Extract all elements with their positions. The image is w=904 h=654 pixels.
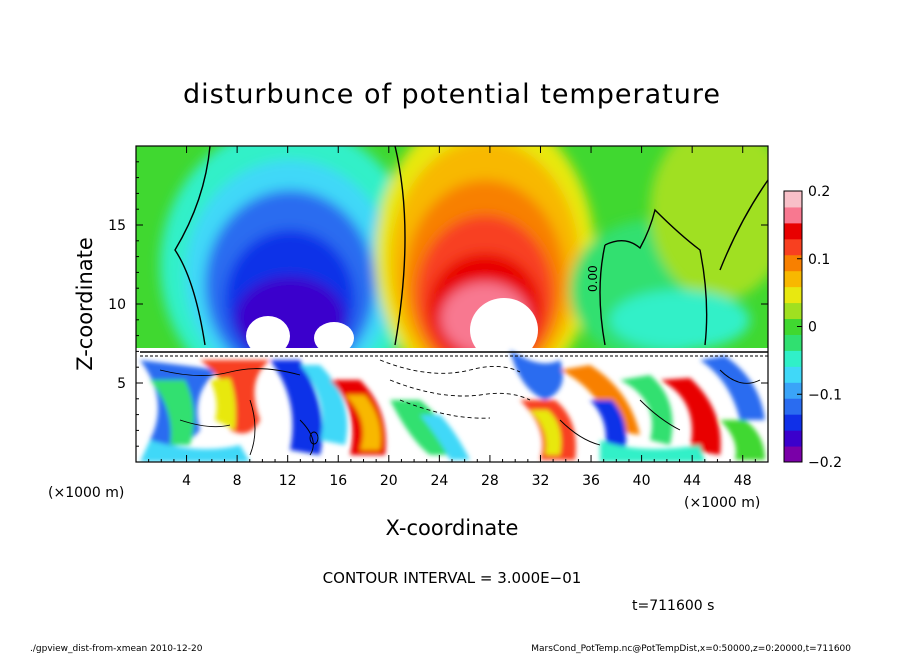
colorbar-swatch	[784, 430, 802, 447]
colorbar-swatch	[784, 254, 802, 272]
footer-left: ./gpview_dist-from-xmean 2010-12-20	[30, 644, 203, 654]
x-tick-label: 20	[380, 473, 398, 489]
colorbar-swatch	[784, 206, 802, 224]
colorbar-swatch	[784, 414, 802, 431]
x-tick-label: 16	[329, 473, 347, 489]
x-tick-label: 28	[481, 473, 499, 489]
x-tick-label: 40	[633, 473, 651, 489]
y-tick-label: 10	[108, 297, 126, 313]
colorbar-swatch	[784, 334, 802, 351]
colorbar-tick-label: −0.1	[808, 387, 842, 403]
colorbar-swatch	[784, 222, 802, 240]
x-ticks: 4 8 12 16 20 24 28 32 36 40 44 48	[148, 146, 756, 489]
colorbar-swatch	[784, 446, 802, 463]
x-tick-label: 48	[734, 473, 752, 489]
y-axis-label: Z-coordinate	[73, 237, 97, 371]
colorbar-swatch	[784, 366, 802, 383]
colorbar-swatch	[784, 350, 802, 367]
x-tick-label: 8	[233, 473, 242, 489]
lower-field	[140, 350, 765, 462]
x-tick-label: 4	[182, 473, 191, 489]
upper-contours	[174, 146, 768, 346]
x-tick-label: 24	[430, 473, 448, 489]
x-tick-label: 32	[532, 473, 550, 489]
colorbar-swatch	[784, 382, 802, 399]
colorbar-swatch	[784, 238, 802, 256]
lower-contours	[140, 351, 768, 456]
x-tick-label: 36	[582, 473, 600, 489]
cold-core-right	[314, 322, 354, 354]
x-axis-unit-left: (×1000 m)	[48, 485, 124, 501]
contour-interval: CONTOUR INTERVAL = 3.000E−01	[323, 569, 582, 587]
colorbar-swatch	[784, 318, 802, 335]
time-stamp: t=711600 s	[632, 598, 714, 614]
colorbar-swatch	[784, 302, 802, 320]
colorbar-tick-label: 0	[808, 320, 817, 336]
x-tick-label: 12	[279, 473, 297, 489]
cold-core-left	[246, 316, 290, 356]
x-axis-unit-right: (×1000 m)	[684, 495, 760, 511]
plot-area: 0.00	[136, 146, 768, 462]
y-tick-label: 15	[108, 218, 126, 234]
contour-label: 0.00	[586, 265, 600, 292]
warm-core	[470, 298, 538, 362]
y-ticks: 5 10 15	[108, 161, 768, 447]
x-axis-label: X-coordinate	[386, 516, 519, 540]
colorbar-swatch	[784, 286, 802, 304]
y-tick-label: 5	[117, 376, 126, 392]
colorbar-tick-label: 0.2	[808, 184, 830, 200]
colorbar-tick-label: −0.2	[808, 455, 842, 471]
colorbar-tick-label: 0.1	[808, 252, 830, 268]
colorbar-swatch	[784, 191, 802, 208]
colorbar-swatch	[784, 398, 802, 415]
footer-right: MarsCond_PotTemp.nc@PotTempDist,x=0:5000…	[531, 644, 851, 654]
colorbar: 0.2 0.1 0 −0.1 −0.2	[783, 184, 842, 471]
x-tick-label: 44	[683, 473, 701, 489]
chart-title: disturbunce of potential temperature	[183, 79, 721, 110]
colorbar-swatch	[784, 270, 802, 288]
